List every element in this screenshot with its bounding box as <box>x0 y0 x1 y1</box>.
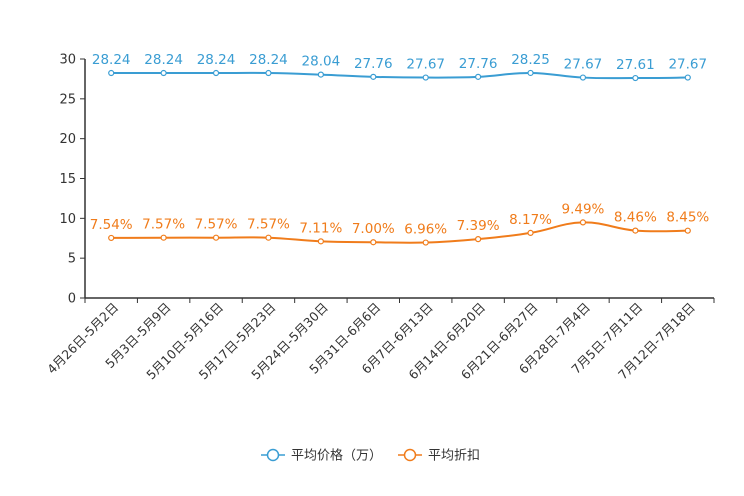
legend-marker-icon <box>266 448 280 462</box>
y-tick-label: 10 <box>59 212 76 227</box>
data-label: 7.57% <box>247 217 290 233</box>
data-label: 27.76 <box>459 56 498 72</box>
legend-item-2[interactable]: 平均折扣 <box>398 449 480 464</box>
legend-label: 平均折扣 <box>428 449 480 464</box>
data-point <box>684 74 691 81</box>
data-label: 28.25 <box>511 52 550 68</box>
data-label: 27.67 <box>564 57 603 73</box>
data-label: 28.04 <box>302 54 341 70</box>
data-label: 7.57% <box>142 217 185 233</box>
data-label: 8.46% <box>614 210 657 226</box>
legend-item-1[interactable]: 平均价格（万） <box>261 448 382 464</box>
data-label: 28.24 <box>144 52 183 68</box>
data-point <box>370 73 377 80</box>
data-point <box>684 227 691 234</box>
data-label: 7.54% <box>90 217 133 233</box>
data-label: 7.11% <box>299 220 342 236</box>
series-line <box>111 71 688 80</box>
data-point <box>265 69 272 77</box>
data-point <box>579 219 587 226</box>
data-point <box>579 74 587 81</box>
series-2: 7.54% 7.57% 7.57% 7.57% 7.11% 7.00% 6.96% 7.39%… <box>90 201 709 246</box>
legend[interactable]: 平均价格（万） 平均折扣 <box>261 448 480 464</box>
data-label: 9.49% <box>562 201 605 217</box>
data-label: 28.24 <box>249 52 288 68</box>
data-label: 27.76 <box>354 56 393 72</box>
data-label: 27.61 <box>616 57 655 73</box>
data-point <box>265 234 272 241</box>
data-point <box>212 69 220 77</box>
y-tick-label: 5 <box>68 252 76 267</box>
data-point <box>632 74 639 82</box>
data-point <box>317 238 324 245</box>
data-point <box>527 229 534 237</box>
y-tick-label: 20 <box>59 132 76 147</box>
data-point <box>160 69 167 77</box>
y-tick-label: 30 <box>59 53 76 68</box>
data-point <box>527 69 534 77</box>
series-line <box>111 221 688 244</box>
data-label: 7.39% <box>457 218 500 234</box>
legend-label: 平均价格（万） <box>291 448 382 464</box>
data-point <box>422 74 429 81</box>
data-label: 28.24 <box>92 52 131 68</box>
y-tick-label: 0 <box>68 292 76 307</box>
data-point <box>475 73 482 80</box>
data-point <box>212 234 220 241</box>
series-layer: 28.24 28.24 28.24 28.24 28.04 27.76 27.67 27.76… <box>90 52 709 246</box>
data-point <box>317 71 324 78</box>
data-label: 7.00% <box>352 221 395 237</box>
data-point <box>370 239 377 246</box>
series-1: 28.24 28.24 28.24 28.24 28.04 27.76 27.67 27.76… <box>92 52 707 82</box>
data-label: 28.24 <box>197 52 236 68</box>
y-tick-label: 15 <box>59 172 76 187</box>
data-label: 7.57% <box>195 217 238 233</box>
data-point <box>108 69 115 77</box>
data-point <box>108 234 115 242</box>
data-point <box>475 236 482 243</box>
data-point <box>422 239 429 246</box>
y-tick-label: 25 <box>59 92 76 107</box>
data-label: 6.96% <box>404 222 447 238</box>
legend-marker-icon <box>403 448 417 462</box>
data-label: 8.17% <box>509 212 552 228</box>
data-label: 8.45% <box>666 210 709 226</box>
data-label: 27.67 <box>406 57 445 73</box>
data-label: 27.67 <box>668 57 707 73</box>
data-point <box>632 227 639 234</box>
data-point <box>160 234 167 241</box>
